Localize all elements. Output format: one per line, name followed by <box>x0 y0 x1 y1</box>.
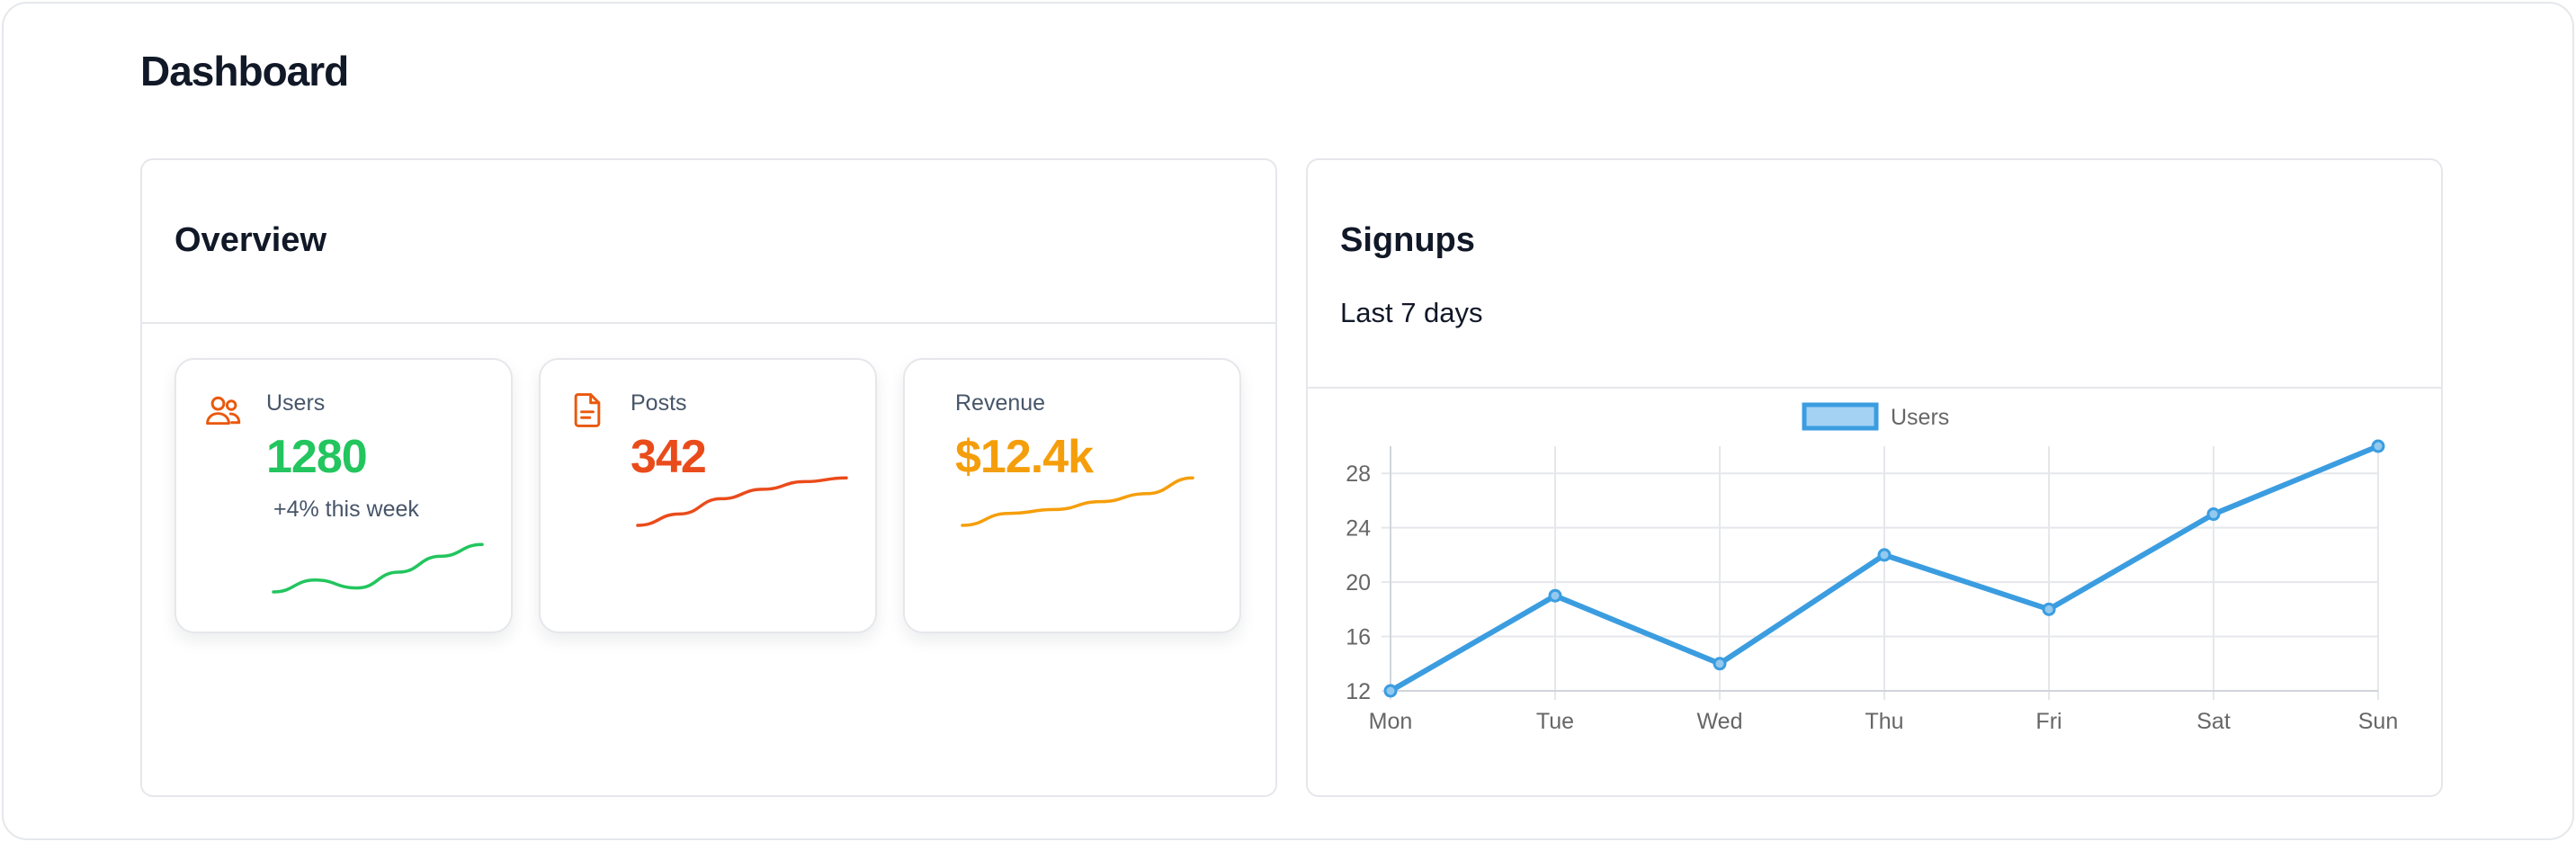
data-point[interactable] <box>1548 588 1562 603</box>
data-point[interactable] <box>1713 657 1727 671</box>
x-tick-label: Fri <box>2035 709 2062 734</box>
y-tick-label: 20 <box>1346 570 1371 596</box>
posts-stat-value: 342 <box>631 431 707 483</box>
signups-chart-svg: 12 16 20 24 28 Mon Tue Wed Thu Fri Sat Sun Users <box>1346 402 2398 734</box>
data-point[interactable] <box>2042 602 2056 616</box>
y-tick-label: 28 <box>1346 461 1371 487</box>
data-point[interactable] <box>1877 548 1892 562</box>
legend-label-users[interactable]: Users <box>1891 405 1949 430</box>
posts-sparkline <box>636 476 848 527</box>
x-tick-label: Sat <box>2196 709 2231 734</box>
signups-chart: 12 16 20 24 28 Mon Tue Wed Thu Fri Sat Sun Users <box>1308 389 2441 795</box>
users-stat-delta: +4% this week <box>273 497 419 522</box>
revenue-stat-value: $12.4k <box>955 431 1094 483</box>
page-title: Dashboard <box>140 48 349 94</box>
users-stat-value: 1280 <box>266 431 368 483</box>
overview-panel: Overview Users 1280 +4% this week <box>140 158 1277 797</box>
legend-swatch-users[interactable] <box>1802 402 1879 431</box>
posts-stat-label: Posts <box>631 390 687 416</box>
y-tick-label: 12 <box>1346 679 1371 704</box>
x-tick-label: Thu <box>1865 709 1903 734</box>
revenue-stat-label: Revenue <box>955 390 1046 416</box>
sparkline-path <box>272 542 484 594</box>
overview-divider <box>142 322 1275 324</box>
signups-title: Signups <box>1340 221 1475 259</box>
x-tick-label: Tue <box>1536 709 1574 734</box>
users-stat-label: Users <box>266 390 326 416</box>
data-point[interactable] <box>2371 439 2385 453</box>
data-point[interactable] <box>2206 507 2221 522</box>
revenue-sparkline <box>961 476 1194 527</box>
signups-divider <box>1308 387 2441 389</box>
posts-stat-card[interactable]: Posts 342 <box>539 358 877 633</box>
x-tick-label: Wed <box>1697 709 1743 734</box>
users-icon <box>203 390 243 430</box>
sparkline-path <box>636 476 848 527</box>
revenue-stat-card[interactable]: Revenue $12.4k <box>903 358 1241 633</box>
data-point[interactable] <box>1383 684 1398 698</box>
y-tick-label: 16 <box>1346 625 1371 650</box>
users-stat-card[interactable]: Users 1280 +4% this week <box>174 358 513 633</box>
sparkline-path <box>961 476 1194 527</box>
overview-title: Overview <box>174 221 326 259</box>
signups-subtitle: Last 7 days <box>1340 297 1483 328</box>
x-tick-label: Sun <box>2358 709 2398 734</box>
signups-panel: Signups Last 7 days 12 16 20 24 28 Mon Tue Wed T… <box>1306 158 2443 797</box>
y-tick-label: 24 <box>1346 516 1371 542</box>
x-tick-label: Mon <box>1369 709 1413 734</box>
users-sparkline <box>272 542 484 594</box>
document-icon <box>568 390 607 430</box>
